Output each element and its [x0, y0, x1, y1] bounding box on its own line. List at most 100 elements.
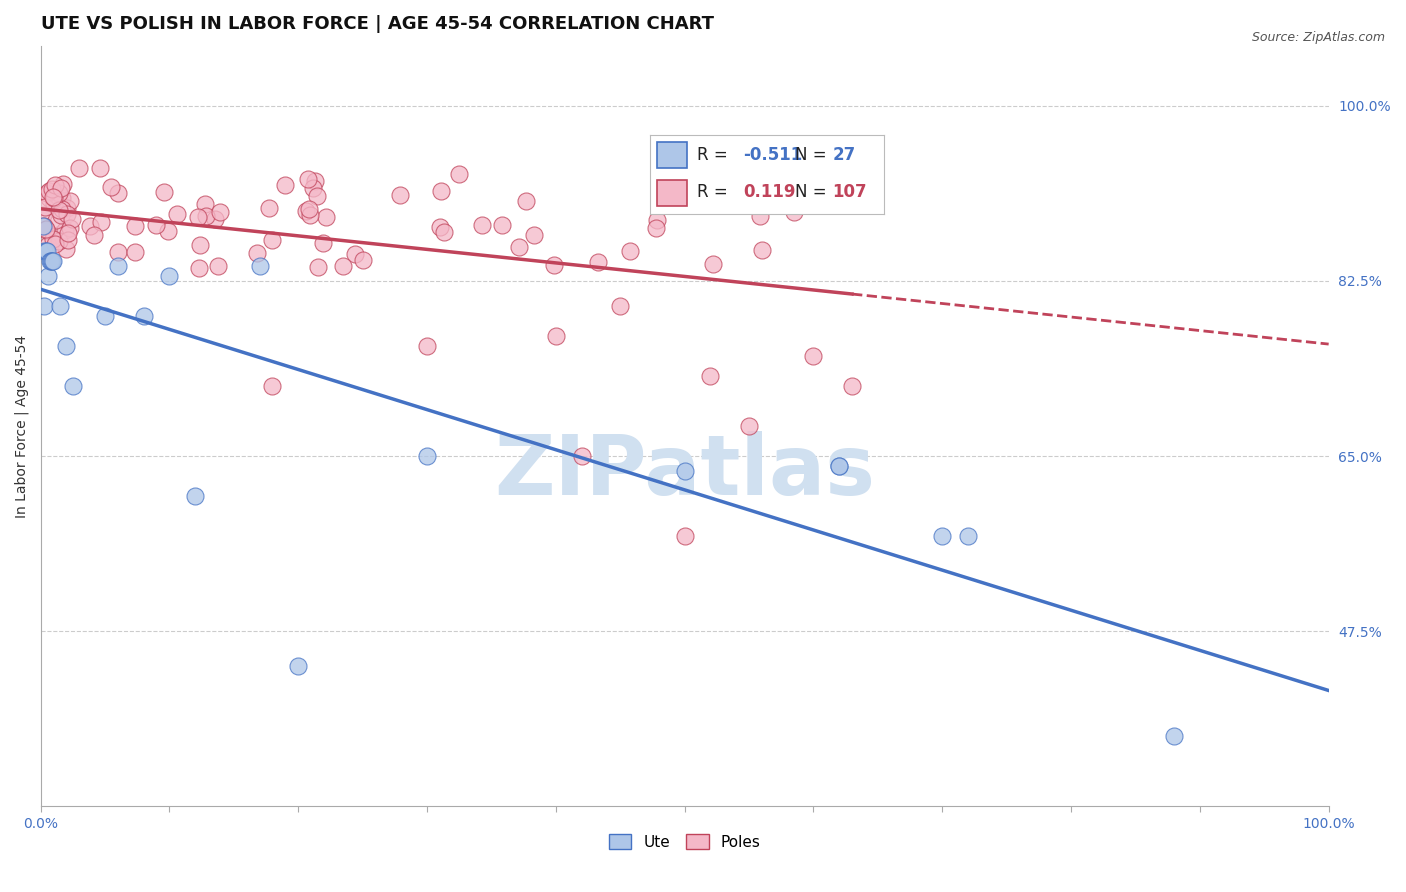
Text: 27: 27 — [832, 146, 856, 164]
Text: R =: R = — [696, 183, 733, 202]
Point — [42, 232, 65, 246]
Point — [783, 205, 806, 219]
Point — [699, 368, 721, 383]
Point — [46, 228, 69, 243]
Point — [1163, 729, 1185, 743]
Point — [124, 219, 146, 233]
Point — [53, 223, 76, 237]
Point — [187, 210, 209, 224]
Point — [145, 218, 167, 232]
Point — [34, 219, 56, 233]
FancyBboxPatch shape — [657, 143, 688, 169]
Point — [32, 208, 55, 222]
Point — [208, 204, 231, 219]
Point — [41, 253, 63, 268]
Point — [515, 194, 537, 209]
Point — [42, 191, 65, 205]
Point — [52, 177, 75, 191]
Point — [645, 221, 668, 235]
Point — [44, 196, 66, 211]
Point — [44, 178, 66, 192]
Point — [249, 259, 271, 273]
Point — [491, 218, 513, 232]
Point — [343, 247, 366, 261]
Point — [298, 202, 321, 216]
Point — [59, 221, 82, 235]
Point — [655, 183, 678, 197]
Point — [156, 224, 179, 238]
Point — [37, 268, 59, 283]
Point — [35, 223, 58, 237]
Point — [195, 209, 218, 223]
Point — [56, 201, 79, 215]
Point — [332, 259, 354, 273]
Point — [697, 188, 720, 202]
Point — [107, 186, 129, 200]
Point — [299, 208, 322, 222]
Point — [586, 255, 609, 269]
Point — [35, 244, 58, 258]
Point — [571, 449, 593, 463]
Point — [132, 309, 155, 323]
Point — [51, 202, 73, 216]
Point — [56, 233, 79, 247]
Point — [522, 228, 544, 243]
Point — [83, 228, 105, 243]
Point — [508, 240, 530, 254]
Text: UTE VS POLISH IN LABOR FORCE | AGE 45-54 CORRELATION CHART: UTE VS POLISH IN LABOR FORCE | AGE 45-54… — [41, 15, 714, 33]
Point — [45, 213, 67, 227]
Point — [90, 215, 112, 229]
Point — [544, 329, 567, 343]
Point — [94, 309, 117, 323]
Point — [352, 252, 374, 267]
FancyBboxPatch shape — [657, 179, 688, 205]
Text: R =: R = — [696, 146, 733, 164]
Point — [41, 182, 63, 196]
Point — [287, 659, 309, 673]
Point — [204, 211, 226, 226]
Point — [48, 186, 70, 201]
Point — [312, 236, 335, 251]
Point — [389, 188, 412, 202]
Point — [471, 218, 494, 232]
Point — [48, 202, 70, 217]
Point — [107, 259, 129, 273]
Point — [51, 208, 73, 222]
Text: N =: N = — [794, 146, 832, 164]
Point — [931, 529, 953, 543]
Point — [62, 379, 84, 393]
Point — [304, 174, 326, 188]
Point — [79, 219, 101, 233]
Point — [42, 189, 65, 203]
Point — [187, 261, 209, 276]
Point — [194, 197, 217, 211]
Text: ZIPatlas: ZIPatlas — [494, 431, 875, 512]
Point — [166, 207, 188, 221]
Point — [56, 226, 79, 240]
Point — [49, 180, 72, 194]
Y-axis label: In Labor Force | Age 45-54: In Labor Force | Age 45-54 — [15, 334, 30, 517]
Point — [786, 192, 808, 206]
Point — [416, 339, 439, 353]
Point — [828, 458, 851, 473]
Point — [260, 233, 283, 247]
Point — [751, 243, 773, 257]
Point — [738, 419, 761, 434]
Point — [673, 529, 696, 543]
Point — [35, 186, 58, 200]
Point — [89, 161, 111, 175]
Text: 0.119: 0.119 — [744, 183, 796, 202]
Point — [38, 190, 60, 204]
Point — [55, 243, 77, 257]
Point — [803, 349, 825, 363]
Point — [62, 211, 84, 226]
Point — [207, 260, 229, 274]
Point — [34, 200, 56, 214]
Point — [259, 201, 281, 215]
Point — [828, 458, 851, 473]
Point — [301, 180, 323, 194]
Point — [184, 489, 207, 503]
Point — [37, 237, 59, 252]
Point — [297, 171, 319, 186]
Point — [433, 226, 456, 240]
